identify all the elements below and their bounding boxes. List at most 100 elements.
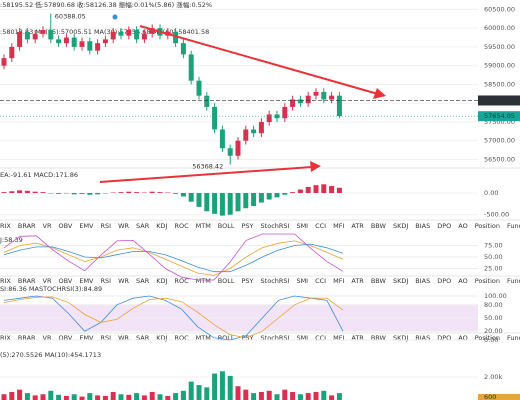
indicator-tab[interactable]: ROC [174, 222, 189, 230]
indicator-tab[interactable]: OBV [59, 334, 73, 342]
indicator-tab[interactable]: AO [458, 334, 467, 342]
indicator-tab[interactable]: BBW [371, 334, 387, 342]
indicator-line [3, 240, 344, 276]
bar [141, 395, 147, 400]
indicator-tab[interactable]: KDJ [156, 334, 167, 342]
bar [180, 390, 186, 400]
indicator-tab[interactable]: CCI [315, 334, 326, 342]
indicator-tab[interactable]: MTM [196, 222, 211, 230]
indicator-tab[interactable]: AO [458, 222, 467, 230]
candle-body [24, 31, 30, 40]
indicator-tab[interactable]: SAR [136, 334, 150, 342]
indicator-tab[interactable]: WR [118, 222, 129, 230]
indicator-tab[interactable]: StochRSI [261, 334, 290, 342]
bar [212, 193, 218, 214]
candle-body [266, 114, 272, 122]
bar [251, 393, 257, 400]
indicator-tab[interactable]: Position [475, 277, 500, 285]
indicator-tab[interactable]: BRAR [18, 222, 36, 230]
candle-body [40, 30, 46, 34]
indicator-tab[interactable]: ATR [351, 277, 364, 285]
indicator-tab[interactable]: ROC [174, 277, 189, 285]
indicator-tab[interactable]: EMV [79, 334, 94, 342]
indicator-tab[interactable]: SAR [136, 277, 150, 285]
indicator-tab[interactable]: VR [43, 277, 52, 285]
candle-body [32, 33, 38, 40]
indicator-tab[interactable]: BIAS [415, 334, 430, 342]
indicator-tab[interactable]: RSI [101, 277, 112, 285]
indicator-tab[interactable]: TRIX [0, 222, 11, 230]
candle-body [219, 129, 225, 149]
indicator-tab[interactable]: PSY [242, 277, 254, 285]
indicator-tab[interactable]: DPO [437, 277, 451, 285]
indicator-tab[interactable]: MTM [196, 334, 211, 342]
indicator-tab[interactable]: KDJ [156, 222, 167, 230]
indicator-tab[interactable]: VR [43, 334, 52, 342]
indicator-tab[interactable]: SMI [296, 222, 308, 230]
indicator-tab[interactable]: OBV [59, 222, 73, 230]
indicator-tab[interactable]: MFI [333, 222, 344, 230]
indicator-tab[interactable]: ATR [351, 222, 364, 230]
indicator-tab[interactable]: Fundflow [507, 334, 520, 342]
indicator-tab[interactable]: EMV [79, 277, 94, 285]
indicator-tab[interactable]: Fundflow [507, 277, 520, 285]
indicator-tab[interactable]: Position [475, 334, 500, 342]
indicator-tab[interactable]: TRIX [0, 334, 11, 342]
indicator-tab[interactable]: MTM [196, 277, 211, 285]
indicator-tab[interactable]: EMV [79, 222, 94, 230]
indicator-tab[interactable]: ATR [351, 334, 364, 342]
indicator-tab[interactable]: DPO [437, 222, 451, 230]
indicator-tab[interactable]: OBV [59, 277, 73, 285]
bar [329, 395, 335, 400]
indicator-tab[interactable]: MFI [333, 277, 344, 285]
indicator-tab[interactable]: SKDJ [393, 222, 408, 230]
indicator-tab[interactable]: RSI [101, 334, 112, 342]
indicator-tab[interactable]: BRAR [18, 334, 36, 342]
indicator-tab[interactable]: Position [475, 222, 500, 230]
indicator-tab[interactable]: BIAS [415, 277, 430, 285]
indicator-tab[interactable]: BIAS [415, 222, 430, 230]
indicator-tab[interactable]: SMI [296, 277, 308, 285]
indicator-tab[interactable]: StochRSI [261, 277, 290, 285]
indicator-tab[interactable]: SKDJ [393, 277, 408, 285]
indicator-tab[interactable]: StochRSI [261, 222, 290, 230]
indicator-tab[interactable]: PSY [242, 334, 254, 342]
indicator-tab[interactable]: KDJ [156, 277, 167, 285]
indicator-tab[interactable]: WR [118, 277, 129, 285]
indicator-tab[interactable]: AO [458, 277, 467, 285]
indicator-tab[interactable]: RSI [101, 222, 112, 230]
indicator-tab[interactable]: BOLL [218, 222, 235, 230]
bar [235, 193, 241, 212]
bar [321, 184, 327, 193]
indicator-tab[interactable]: BRAR [18, 277, 36, 285]
indicator-tab[interactable]: SAR [136, 222, 150, 230]
indicator-tab[interactable]: SKDJ [393, 334, 408, 342]
indicator-tab[interactable]: DPO [437, 334, 451, 342]
indicator-tab[interactable]: TRIX [0, 277, 11, 285]
bar [63, 395, 69, 400]
candle-body [48, 30, 54, 40]
indicator-tab[interactable]: Fundflow [507, 222, 520, 230]
bar [305, 393, 311, 400]
candle-body [63, 37, 69, 44]
price-tag-label: 57654.05 [484, 112, 515, 120]
y-tick-label: 59000.00 [484, 62, 515, 70]
indicator-tab[interactable]: VR [43, 222, 52, 230]
indicator-tab[interactable]: CCI [315, 277, 326, 285]
indicator-tab[interactable]: ROC [174, 334, 189, 342]
indicator-tab[interactable]: WR [118, 334, 129, 342]
indicator-tab[interactable]: MFI [333, 334, 344, 342]
indicator-tab[interactable]: BOLL [218, 277, 235, 285]
indicator-tab[interactable]: BOLL [218, 334, 235, 342]
bar [149, 391, 155, 400]
indicator-tab[interactable]: SMI [296, 334, 308, 342]
indicator-tab[interactable]: BBW [371, 222, 387, 230]
y-tick-label: 50.00 [484, 314, 503, 322]
candle-body [282, 106, 288, 119]
indicator-tab[interactable]: PSY [242, 222, 254, 230]
bar [95, 395, 101, 400]
bar [17, 389, 23, 400]
indicator-tab[interactable]: BBW [371, 277, 387, 285]
bar [40, 192, 46, 193]
indicator-tab[interactable]: CCI [315, 222, 326, 230]
